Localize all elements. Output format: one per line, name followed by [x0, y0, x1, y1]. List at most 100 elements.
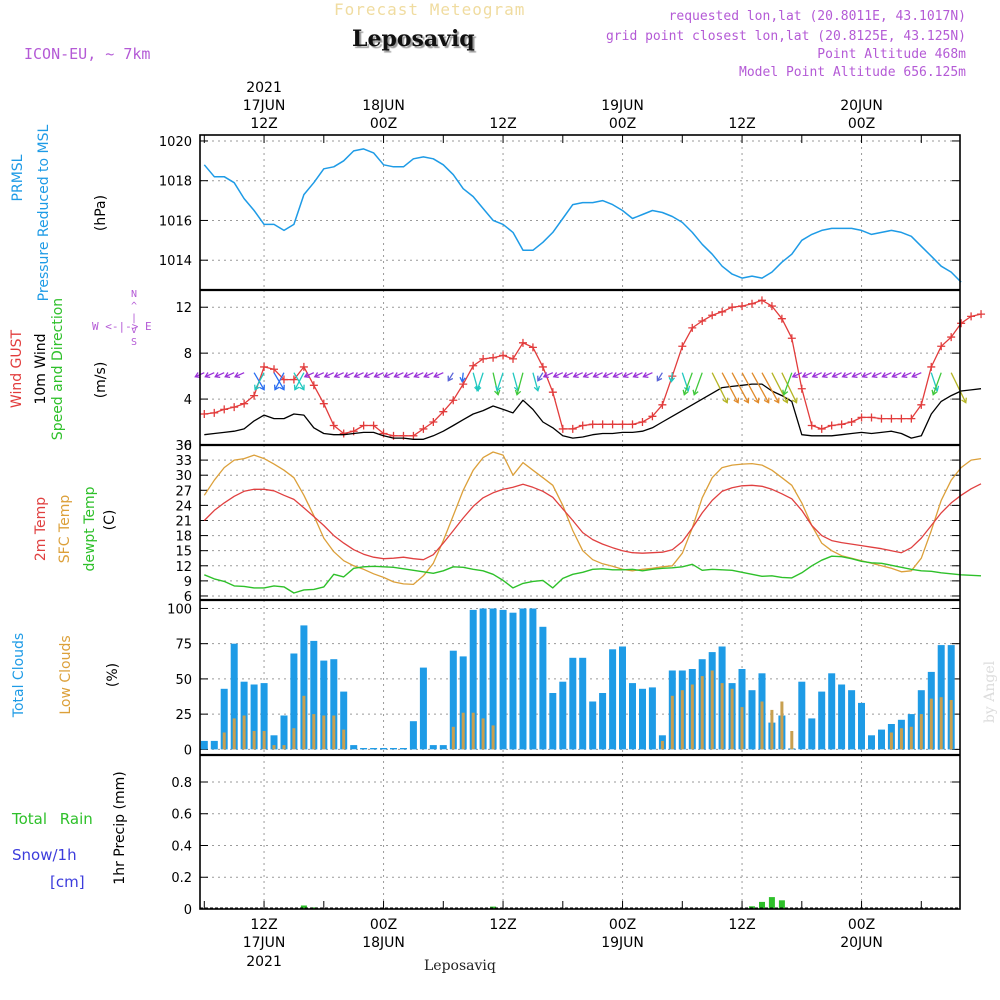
wind-gust-point — [509, 354, 518, 363]
wind-arrow-head — [801, 372, 808, 379]
ytick-label: 24 — [175, 499, 192, 514]
snow-label: Snow/1h — [12, 846, 77, 864]
wind-gust-point — [877, 414, 886, 423]
wind-gust-point — [319, 399, 328, 408]
total-clouds-bar — [748, 690, 756, 750]
total-clouds-bar — [579, 657, 587, 750]
total-clouds-bar — [300, 625, 308, 750]
wind-arrow — [224, 372, 235, 378]
wind-arrow — [593, 372, 603, 378]
wind-gust-point — [777, 314, 786, 323]
wind-arrow — [643, 372, 653, 378]
wind-arrow-head — [763, 397, 770, 404]
low-clouds-bar — [222, 732, 226, 750]
wind-gust-point — [260, 362, 269, 371]
hour-label-top: 00Z — [370, 116, 397, 132]
wind-arrow-head — [901, 372, 908, 379]
panel-2 — [200, 444, 960, 600]
wind-gust-point — [837, 420, 846, 429]
wind-arrow-head — [495, 385, 502, 392]
dewpt-line — [204, 555, 982, 594]
wind-gust-point — [688, 323, 697, 332]
total-clouds-bar — [559, 681, 567, 750]
low-clouds-bar — [899, 728, 903, 750]
low-clouds-bar — [929, 698, 933, 750]
wind-arrow — [294, 372, 305, 390]
wind-gust-point — [907, 414, 916, 423]
wind-10m-line — [204, 383, 982, 440]
wind-gust-point — [538, 362, 547, 371]
wind-arrow — [543, 372, 554, 378]
requested-coords: requested lon,lat (20.8011E, 43.1017N) — [668, 9, 966, 24]
wind-arrow — [932, 372, 942, 395]
wind-arrow-head — [363, 372, 370, 379]
low-clouds-bar — [740, 707, 744, 750]
wind-gust-point — [329, 421, 338, 430]
wind-arrow-head — [562, 372, 569, 379]
rain-bar — [778, 900, 785, 909]
low-clouds-bar — [939, 697, 943, 750]
total-clouds-bar — [330, 659, 338, 750]
wind-arrow — [344, 372, 354, 378]
total-clouds-bar — [589, 701, 597, 750]
wind-arrow — [496, 372, 504, 391]
ytick-label: 18 — [175, 530, 192, 545]
wind-gust-point — [439, 407, 448, 416]
wind-gust-point — [608, 420, 617, 429]
wind-gust-point — [479, 354, 488, 363]
wind-arrow-head — [303, 372, 310, 379]
low-clouds-bar — [760, 701, 764, 750]
ytick-label: 1020 — [159, 135, 192, 150]
wind-gust-point — [947, 333, 956, 342]
hour-label-bottom: 12Z — [728, 917, 755, 933]
panel-1 — [200, 290, 960, 446]
wind-arrow-head — [851, 372, 858, 379]
wind-arrow — [214, 372, 225, 378]
ytick-label: 0.6 — [171, 808, 192, 823]
wind-arrow — [862, 372, 872, 378]
total-clouds-bar — [639, 688, 646, 750]
date-label-bottom: 20JUN — [840, 935, 883, 951]
wind-arrow — [751, 372, 770, 403]
wind-arrow — [461, 372, 464, 382]
ytick-label: 1014 — [159, 254, 192, 269]
wind-arrow-head — [773, 397, 780, 404]
ytick-label: 100 — [167, 602, 192, 617]
compass-ns: N ^ | v S — [131, 289, 138, 348]
wind-arrow-head — [891, 372, 898, 379]
wind-arrow-head — [722, 397, 729, 404]
wind-arrow-head — [612, 372, 619, 379]
wind-gust-point — [528, 343, 537, 352]
total-clouds-bar — [489, 608, 497, 750]
total-clouds-bar — [848, 690, 856, 750]
total-clouds-bar — [947, 645, 955, 750]
wind-arrow — [424, 372, 434, 378]
year-label-bottom: 2021 — [246, 954, 282, 970]
wind-arrow — [472, 372, 479, 391]
wind-gust-point — [558, 424, 567, 433]
wind-gust-point — [499, 351, 508, 360]
total-clouds-bar — [400, 748, 407, 750]
footer-location: Leposaviq — [424, 958, 496, 974]
wind-arrow-head — [881, 372, 888, 379]
wind-gust-point — [977, 310, 986, 319]
wind-gust-point — [718, 307, 727, 316]
total-rain-label: Total Rain — [12, 810, 93, 828]
rain-bar — [759, 901, 765, 909]
low-clouds-bar — [242, 715, 246, 750]
hour-label-bottom: 00Z — [370, 917, 397, 933]
low-clouds-bar — [670, 695, 674, 750]
wind-arrow-head — [552, 372, 559, 379]
wind-arrow — [902, 372, 912, 378]
wind-gust-point — [270, 365, 279, 374]
low-clouds-bar — [232, 718, 236, 750]
low-clouds-bar — [292, 728, 296, 750]
forecast-title: Forecast Meteogram — [334, 0, 526, 19]
wind-arrow-head — [782, 397, 789, 404]
wind-gust-point — [817, 424, 826, 433]
wind-gust-point — [459, 380, 468, 389]
wind-arrow-head — [224, 372, 231, 379]
wind-arrow — [573, 372, 583, 378]
wind-gust-point — [200, 410, 209, 418]
low-clouds-bar — [949, 700, 953, 750]
